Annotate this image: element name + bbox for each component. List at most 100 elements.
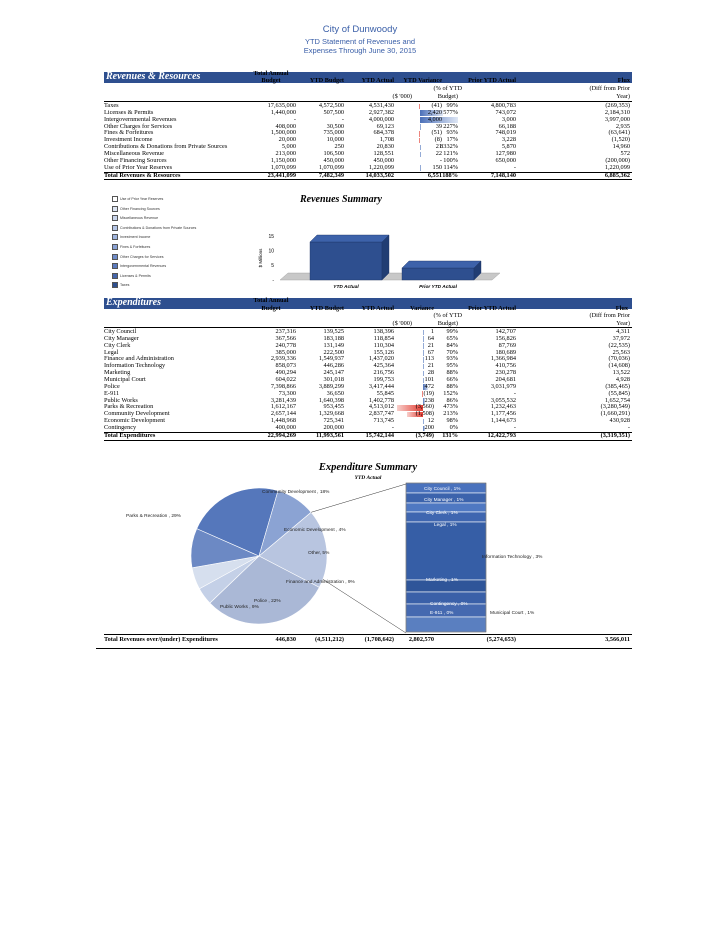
exp-col-prior: Prior YTD Actual bbox=[468, 305, 516, 312]
net-ytd-actual: (1,708,642) bbox=[364, 636, 394, 643]
variance-bar bbox=[418, 137, 420, 144]
cell-flux: (70,036) bbox=[608, 355, 630, 363]
pie-label: Community Development , 18% bbox=[262, 490, 330, 495]
col-prior: Prior YTD Actual bbox=[468, 77, 516, 84]
cell-variance: (8) bbox=[434, 136, 442, 144]
legend-swatch bbox=[112, 282, 118, 289]
bar-ytd-actual-front bbox=[309, 241, 383, 281]
variance-bar bbox=[420, 124, 422, 130]
cell-variance: 200 bbox=[424, 423, 434, 431]
x-tick-label: Prior YTD Actual bbox=[419, 284, 458, 290]
col-flux: Flux bbox=[617, 77, 630, 84]
cell-variance: 67 bbox=[427, 348, 434, 356]
revenues-band bbox=[104, 72, 632, 83]
cell-name: Contributions & Donations from Private S… bbox=[104, 143, 228, 151]
cell-ytd-actual: 138,396 bbox=[373, 328, 394, 335]
variance-bar bbox=[423, 336, 425, 343]
variance-bar bbox=[423, 418, 425, 425]
table-row: City Manager 367,566 183,188 118,854 64 65% 15… bbox=[104, 334, 632, 343]
cell-flux: 2,184,310 bbox=[604, 108, 630, 116]
exp-col-thousands: ($ '000) bbox=[392, 320, 413, 327]
cell-pct: 17% bbox=[446, 136, 458, 144]
cell-annual: 490,294 bbox=[275, 369, 296, 377]
table-row: Information Technology 858,073 446,286 425,… bbox=[104, 362, 632, 370]
variance-bar bbox=[423, 363, 425, 370]
cell-name: City Council bbox=[104, 328, 137, 335]
expenditures-title: Expenditures bbox=[106, 297, 162, 308]
table-row: Municipal Court 604,022 301,018 199,753 101 6… bbox=[104, 375, 632, 384]
cell-annual: 367,566 bbox=[275, 334, 296, 342]
cell-variance: (19) bbox=[423, 389, 435, 397]
cell-ytd-budget: 1,329,668 bbox=[318, 410, 344, 418]
variance-bar bbox=[418, 131, 420, 137]
revenues-total-row: Total Revenues & Resources 23,441,099 7,48… bbox=[104, 171, 632, 181]
cell-ytd-budget: - bbox=[341, 115, 344, 123]
cell-prior: 7,148,140 bbox=[490, 171, 516, 179]
cell-annual: 1,070,099 bbox=[270, 163, 296, 171]
variance-bar bbox=[420, 151, 422, 158]
expenditure-chart-title: Expenditure Summary bbox=[318, 462, 418, 473]
exp-col-ytd-actual: YTD Actual bbox=[361, 305, 394, 312]
legend-item: Licenses & Permits bbox=[112, 272, 151, 279]
cell-pct: 66% bbox=[446, 375, 458, 383]
legend-swatch bbox=[112, 224, 118, 231]
cell-pct: 0% bbox=[449, 423, 458, 431]
bar-prior-ytd-side bbox=[473, 260, 482, 281]
net-ytd-budget: (4,511,212) bbox=[314, 636, 344, 643]
cell-variance: (51) bbox=[431, 129, 443, 137]
variance-bar bbox=[420, 117, 458, 123]
cell-prior: 3,031,979 bbox=[490, 382, 516, 390]
cell-prior: 12,422,793 bbox=[487, 431, 516, 439]
variance-bar bbox=[407, 411, 423, 418]
variance-bar bbox=[423, 370, 425, 377]
table-row: E-911 73,300 36,650 55,845 (19) 152% - (55,845) bbox=[104, 389, 632, 398]
col-budget: Budget bbox=[261, 77, 281, 84]
cell-ytd-actual: 155,126 bbox=[373, 348, 394, 356]
cell-annual: 73,300 bbox=[278, 389, 296, 397]
variance-bar bbox=[423, 329, 425, 336]
cell-variance: 113 bbox=[424, 355, 434, 363]
cell-ytd-actual: 14,033,502 bbox=[365, 171, 394, 179]
table-row: Police 7,398,866 3,889,299 3,417,444 472 88% 3… bbox=[104, 382, 632, 391]
cell-variance: 21 bbox=[427, 341, 434, 349]
col-ytd-actual: YTD Actual bbox=[361, 77, 394, 84]
legend-swatch bbox=[112, 205, 118, 212]
legend-item: Other Charges for Services bbox=[112, 253, 164, 260]
cell-annual: 237,316 bbox=[275, 328, 296, 335]
variance-bar bbox=[418, 103, 420, 110]
cell-ytd-actual: 110,304 bbox=[373, 341, 394, 349]
variance-bar bbox=[423, 357, 425, 363]
net-annual: 446,830 bbox=[275, 636, 296, 643]
cell-ytd-budget: 131,149 bbox=[323, 341, 344, 349]
cell-annual: 400,000 bbox=[275, 423, 296, 431]
cell-annual: 858,073 bbox=[275, 362, 296, 370]
pie-slice bbox=[258, 490, 312, 557]
cell-name: Information Technology bbox=[104, 362, 166, 370]
cell-flux: 37,972 bbox=[612, 334, 630, 342]
legend-item: Intergovernmental Revenues bbox=[112, 263, 166, 270]
cell-prior: 1,144,673 bbox=[490, 417, 516, 425]
cell-flux: (1,520) bbox=[611, 136, 630, 144]
legend-item: Other Financing Sources bbox=[112, 205, 160, 212]
legend-label: Other Charges for Services bbox=[120, 254, 164, 259]
cell-pct: 152% bbox=[443, 389, 458, 397]
exp-col-year: Year) bbox=[616, 320, 630, 327]
net-row: Total Revenues over/(under) Expenditures… bbox=[104, 634, 632, 643]
cell-ytd-budget: 183,188 bbox=[323, 334, 344, 342]
net-label: Total Revenues over/(under) Expenditures bbox=[104, 636, 218, 643]
cell-prior: 1,366,984 bbox=[490, 355, 516, 363]
cell-annual: 1,150,000 bbox=[270, 156, 296, 164]
cell-name: Legal bbox=[104, 348, 119, 356]
exp-col-budget: Budget bbox=[261, 305, 281, 312]
pie-label: Police , 22% bbox=[254, 599, 281, 604]
col-pct: (% of YTD bbox=[433, 85, 462, 92]
cell-ytd-actual: 4,513,012 bbox=[368, 403, 394, 411]
variance-bar bbox=[423, 398, 426, 404]
legend-swatch bbox=[112, 196, 118, 202]
table-row: City Clerk 240,778 131,149 110,304 21 84% 87,7… bbox=[104, 341, 632, 350]
cell-ytd-budget: 245,147 bbox=[323, 369, 344, 377]
cell-name: Community Development bbox=[104, 410, 170, 418]
table-row: Other Financing Sources 1,150,000 450,000 4… bbox=[104, 156, 632, 165]
cell-prior: 204,681 bbox=[495, 375, 516, 383]
revenues-header-rule bbox=[104, 101, 632, 102]
